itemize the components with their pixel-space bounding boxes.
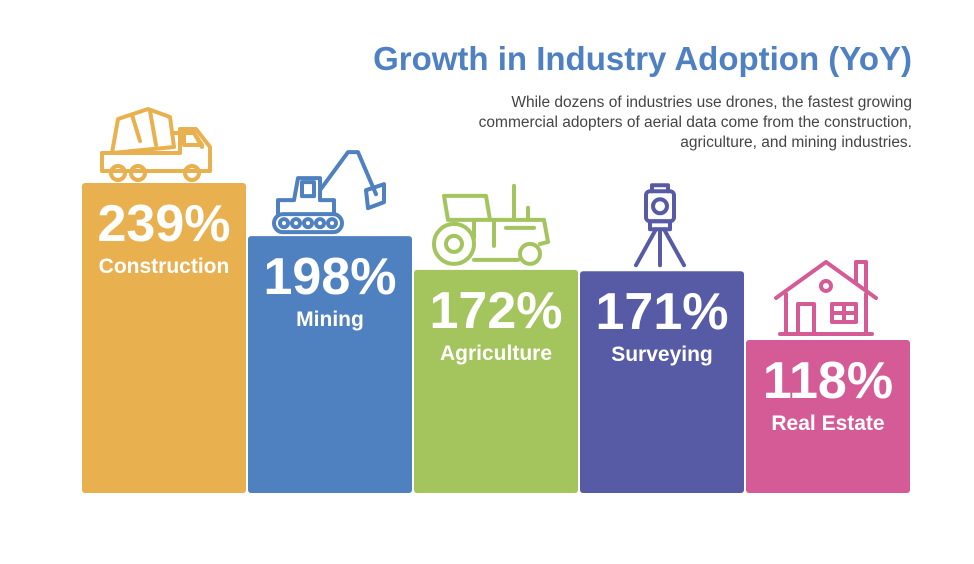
bar-category-label: Construction	[99, 255, 230, 278]
bar-agriculture	[414, 269, 578, 493]
bar-category-label: Agriculture	[440, 342, 552, 365]
bar-value-label: 171%	[596, 283, 729, 341]
bar-category-label: Real Estate	[771, 412, 884, 435]
bar-value-label: 118%	[763, 352, 893, 410]
bar-category-label: Mining	[296, 308, 364, 331]
surveying-tripod-icon	[634, 183, 686, 268]
tractor-icon	[432, 183, 550, 266]
bar-value-label: 172%	[430, 282, 563, 340]
bar-surveying	[580, 271, 744, 493]
excavator-icon	[272, 150, 386, 235]
bar-construction	[82, 183, 246, 493]
bar-value-label: 239%	[98, 195, 231, 253]
bar-real-estate	[746, 339, 910, 493]
bar-category-label: Surveying	[611, 343, 713, 366]
bar-mining	[248, 236, 412, 493]
cement-mixer-truck-icon	[100, 107, 212, 182]
chart-title: Growth in Industry Adoption (YoY)	[373, 40, 912, 77]
house-icon	[774, 259, 878, 336]
bar-value-label: 198%	[264, 248, 397, 306]
chart-subtitle: While dozens of industries use drones, t…	[478, 94, 912, 151]
